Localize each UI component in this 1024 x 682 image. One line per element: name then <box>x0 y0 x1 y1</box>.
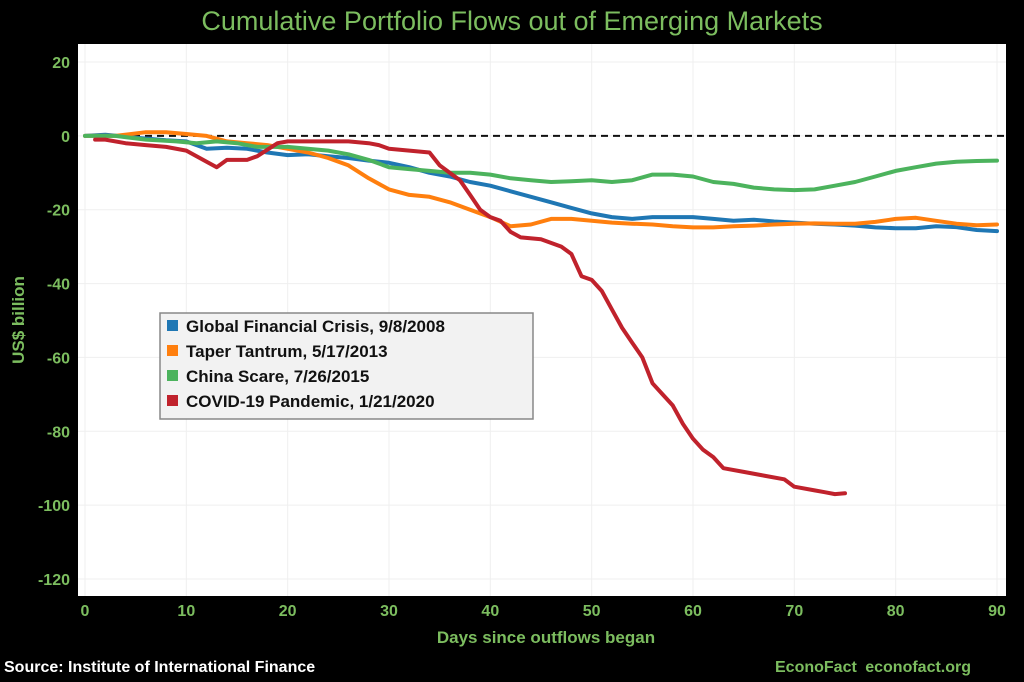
y-tick-label: 20 <box>52 55 70 72</box>
x-tick-label: 20 <box>279 603 297 620</box>
x-tick-label: 80 <box>887 603 905 620</box>
x-tick-label: 0 <box>81 603 90 620</box>
x-tick-label: 50 <box>583 603 601 620</box>
y-tick-label: -120 <box>38 572 70 589</box>
y-tick-label: -80 <box>47 424 70 441</box>
series-line-4 <box>93 137 847 497</box>
legend-label: Taper Tantrum, 5/17/2013 <box>186 342 388 361</box>
series-line-3 <box>83 133 999 193</box>
series-lines <box>83 130 999 497</box>
x-tick-label: 70 <box>785 603 803 620</box>
x-tick-label: 40 <box>481 603 499 620</box>
legend-swatch <box>167 370 178 381</box>
x-tick-label: 30 <box>380 603 398 620</box>
x-axis-ticks: 0 10 20 30 40 50 60 70 80 90 <box>81 603 1006 620</box>
x-tick-label: 10 <box>177 603 195 620</box>
legend-swatch <box>167 395 178 406</box>
x-tick-label: 60 <box>684 603 702 620</box>
chart-title: Cumulative Portfolio Flows out of Emergi… <box>201 6 823 36</box>
legend-label: Global Financial Crisis, 9/8/2008 <box>186 317 445 336</box>
y-tick-label: -40 <box>47 277 70 294</box>
source-note: Source: Institute of International Finan… <box>4 659 316 676</box>
legend: Global Financial Crisis, 9/8/2008 Taper T… <box>159 312 534 420</box>
legend-swatch <box>167 320 178 331</box>
y-axis-title: US$ billion <box>9 276 28 364</box>
series-line-2 <box>83 130 999 230</box>
brand-note: EconoFact econofact.org <box>775 659 972 676</box>
x-tick-label: 90 <box>988 603 1006 620</box>
y-axis-ticks: 20 0 -20 -40 -60 -80 -100 -120 <box>38 55 70 589</box>
legend-swatch <box>167 345 178 356</box>
legend-label: China Scare, 7/26/2015 <box>186 367 369 386</box>
y-tick-label: 0 <box>61 129 70 146</box>
x-axis-title: Days since outflows began <box>437 628 655 647</box>
legend-box <box>159 312 534 420</box>
y-tick-label: -20 <box>47 203 70 220</box>
y-tick-label: -60 <box>47 350 70 367</box>
legend-label: COVID-19 Pandemic, 1/21/2020 <box>186 392 435 411</box>
y-tick-label: -100 <box>38 498 70 515</box>
